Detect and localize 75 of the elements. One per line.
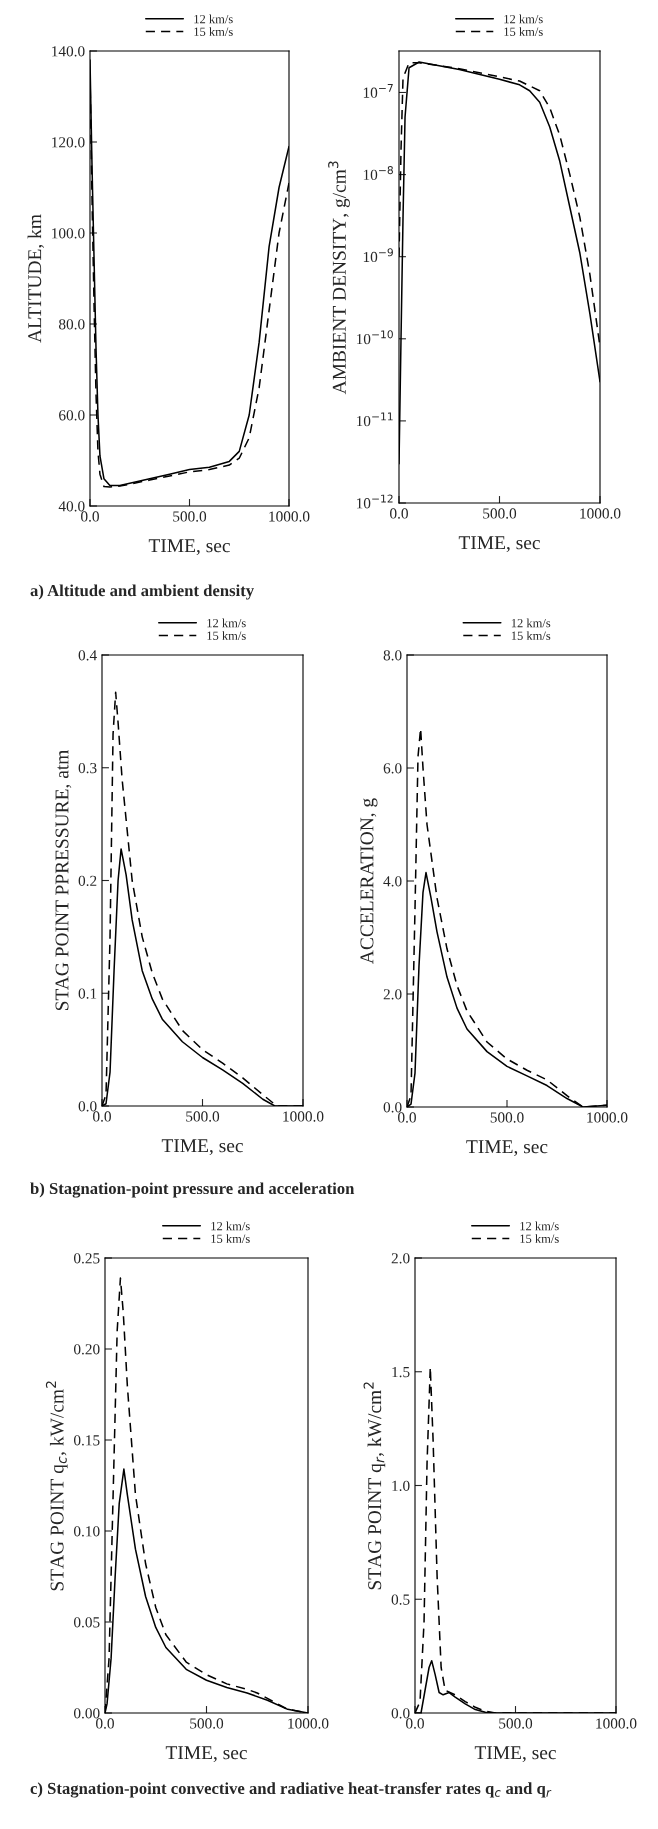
legend-label: 15 km/s [194,27,233,36]
y-tick-label: 8.0 [383,650,402,661]
x-tick-label: 1000.0 [580,508,621,519]
y-tick-label: 10$^{−7}$ [363,84,393,98]
y-axis-title: STAG POINT q$_{r}$, kW/cm$^{2}$ [363,1382,386,1590]
x-axis-title: TIME, sec [161,1139,243,1156]
y-tick-label: 100.0 [52,228,85,239]
y-tick-label: 10$^{−11}$ [356,412,393,427]
text: b) Stagnation-point pressure and acceleration [30,1182,355,1198]
y-tick-label: 0.0 [383,1102,402,1113]
y-tick-label: 0.00 [73,1708,100,1719]
y-tick-label: 120.0 [52,137,85,148]
y-tick-label: 10$^{−8}$ [363,166,393,181]
y-tick-label: 6.0 [383,763,402,774]
x-axis-title: TIME, sec [165,1746,247,1763]
y-tick-label: 60.0 [59,410,85,421]
x-axis-title: TIME, sec [458,536,540,553]
legend-label: 15 km/s [207,631,246,640]
y-tick-label: 1.5 [392,1366,410,1378]
x-tick-label: 500.0 [483,508,517,519]
x-tick-label: 500.0 [490,1112,524,1123]
legend-label: 15 km/s [511,631,551,640]
y-tick-label: 0.0 [391,1708,410,1719]
legend-label: 12 km/s [520,1221,559,1231]
y-tick-label: 0.2 [78,875,97,887]
y-tick-label: 10$^{−10}$ [356,330,393,345]
legend-label: 15 km/s [504,27,543,36]
x-axis-title: TIME, sec [466,1140,548,1157]
legend-label: 12 km/s [211,1221,250,1231]
x-tick-label: 1000.0 [596,1718,637,1729]
y-tick-label: 0.05 [73,1617,100,1628]
legend-label: 12 km/s [511,618,551,628]
y-tick-label: 0.0 [78,1101,97,1112]
x-tick-label: 500.0 [190,1718,224,1729]
x-axis-title: TIME, sec [474,1746,556,1763]
y-tick-label: 2.0 [383,989,402,1000]
y-tick-label: 80.0 [58,319,85,330]
x-tick-label: 500.0 [499,1718,533,1729]
y-tick-label: 0.1 [78,988,97,999]
y-tick-label: 140.0 [52,46,85,57]
x-tick-label: 500.0 [186,1111,220,1122]
y-axis-title: STAG POINT PPRESSURE, atm [55,749,72,1011]
x-tick-label: 0.0 [96,1718,114,1729]
y-tick-label: 0.15 [73,1435,100,1446]
x-tick-label: 500.0 [173,511,207,522]
y-axis-title: AMBIENT DENSITY, g/cm$^{3}$ [328,161,350,395]
legend-label: 12 km/s [504,14,543,24]
y-tick-label: 0.20 [73,1344,100,1355]
y-axis-title: STAG POINT q$_{c}$, kW/cm$^{2}$ [45,1381,68,1591]
legend-label: 15 km/s [211,1234,250,1243]
y-tick-label: 0.3 [78,762,97,774]
y-tick-label: 40.0 [58,501,85,512]
legend-label: 12 km/s [207,618,246,628]
x-tick-label: 1000.0 [288,1718,329,1729]
x-tick-label: 1000.0 [283,1111,324,1122]
y-tick-label: 10$^{−9}$ [363,248,393,263]
y-tick-label: 0.4 [78,650,97,661]
y-tick-label: 10$^{−12}$ [356,494,393,509]
x-tick-label: 0.0 [93,1111,111,1122]
y-axis-title: ACCELERATION, g [360,798,378,964]
text: a) Altitude and ambient density [30,584,254,600]
y-tick-label: 1.0 [392,1480,410,1492]
x-axis-title: TIME, sec [148,539,230,556]
y-tick-label: 4.0 [383,876,402,887]
x-tick-label: 1000.0 [587,1112,628,1123]
text: c) Stagnation-point convective and radiative heat-transfer rates q$_{c}$ and q$_{r}$ [30,1782,552,1798]
y-tick-label: 0.5 [391,1594,410,1605]
legend-label: 12 km/s [194,14,233,24]
x-tick-label: 1000.0 [269,511,310,522]
y-tick-label: 2.0 [391,1253,410,1264]
y-tick-label: 0.10 [73,1526,100,1537]
y-tick-label: 0.25 [73,1253,100,1264]
x-tick-label: 0.0 [406,1718,424,1729]
legend-label: 15 km/s [520,1234,559,1243]
y-axis-title: ALTITUDE, km [27,214,45,343]
